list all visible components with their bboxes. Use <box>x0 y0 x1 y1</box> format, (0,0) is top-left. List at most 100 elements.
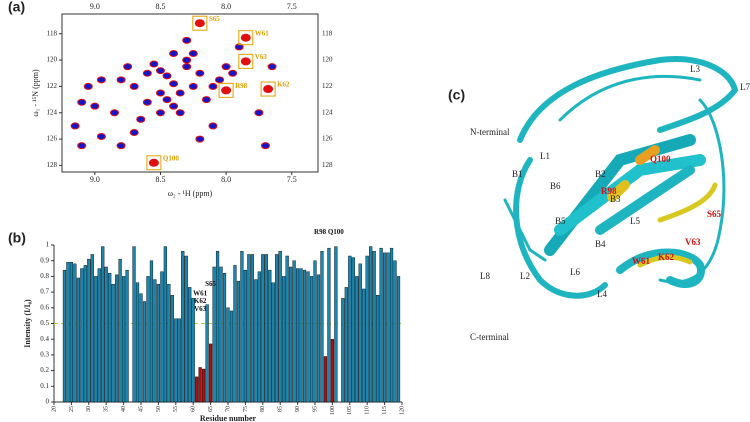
bar <box>226 307 230 403</box>
bar <box>142 301 147 403</box>
annotation: K62 <box>277 81 290 89</box>
structure-label: L3 <box>690 64 700 74</box>
bar <box>282 276 286 403</box>
y-tick-label-right: 128 <box>322 161 333 169</box>
peak <box>195 135 205 143</box>
peak <box>188 82 198 90</box>
bar <box>132 246 136 403</box>
annotation: V63 <box>255 53 268 61</box>
peak <box>169 102 179 110</box>
peak <box>123 63 133 71</box>
peak <box>116 142 126 150</box>
annotation-box <box>238 53 254 69</box>
bar <box>121 276 126 403</box>
x-tick-label: 7.5 <box>287 175 297 184</box>
y-tick-label: 0.7 <box>40 288 49 296</box>
peak <box>221 86 232 95</box>
bar <box>386 252 390 403</box>
annotation-box <box>192 15 208 31</box>
bar <box>108 273 112 403</box>
bar <box>285 255 289 403</box>
bar <box>327 247 331 403</box>
structure-label: Q100 <box>650 154 671 164</box>
x-tick-label: 105 <box>347 406 353 415</box>
x-tick-label: 60 <box>191 406 197 412</box>
structure-label: K62 <box>658 252 675 262</box>
y-tick-label: 0 <box>46 398 50 406</box>
y-tick-label: 120 <box>47 56 58 64</box>
annotation-box <box>146 155 162 171</box>
bar <box>264 254 268 403</box>
bar <box>299 268 303 403</box>
peak <box>169 80 179 88</box>
bar <box>153 279 157 403</box>
annotation: Q100 <box>163 154 179 162</box>
x-tick-label: 40 <box>121 406 127 412</box>
bar <box>195 376 199 403</box>
x-tick-label-top: 9.0 <box>90 2 100 11</box>
bar <box>296 268 300 403</box>
peak <box>129 82 139 90</box>
panel-label: (b) <box>8 230 26 246</box>
annotation-box <box>260 81 276 97</box>
peak <box>148 158 159 167</box>
x-tick-label: 110 <box>365 406 371 415</box>
peak <box>129 129 139 136</box>
bar <box>191 298 195 403</box>
y-tick-label: 124 <box>47 108 58 116</box>
peak <box>155 67 165 75</box>
bar <box>243 269 247 403</box>
bar <box>87 258 91 403</box>
bar <box>219 266 223 403</box>
bar <box>90 254 94 403</box>
y-tick-label: 122 <box>47 82 58 90</box>
bar <box>355 276 359 403</box>
protein-cartoon <box>503 56 739 299</box>
peak <box>149 60 159 68</box>
structure-label: L4 <box>597 289 607 299</box>
y-tick-label: 126 <box>47 135 58 143</box>
bar <box>376 295 380 403</box>
peak <box>182 36 192 44</box>
panel-label: (c) <box>448 87 465 103</box>
annotation: W61 <box>193 289 208 297</box>
y-tick-label: 0.1 <box>40 382 49 390</box>
bar <box>62 269 67 403</box>
y-tick-label-right: 120 <box>322 56 333 64</box>
bar <box>396 276 401 403</box>
bar <box>135 282 140 403</box>
bar <box>139 293 143 403</box>
bar <box>250 254 254 403</box>
x-tick-label-top: 8.5 <box>155 2 165 11</box>
y-tick-label: 118 <box>47 29 58 37</box>
x-tick-label: 8.0 <box>221 175 231 184</box>
peak <box>221 63 231 71</box>
structure-label: W61 <box>632 256 651 266</box>
peak <box>155 109 165 117</box>
x-tick-label-top: 8.0 <box>221 2 231 11</box>
bar <box>306 271 310 403</box>
structure-label: V63 <box>685 237 701 247</box>
bar <box>341 298 345 403</box>
bar <box>383 252 387 403</box>
bar <box>323 356 328 403</box>
peak <box>90 102 100 110</box>
peak <box>267 63 277 71</box>
bar <box>316 274 321 403</box>
peak <box>240 33 251 42</box>
bar <box>198 367 202 403</box>
peak <box>201 96 211 104</box>
bar <box>118 258 122 403</box>
bar <box>83 265 87 403</box>
bar <box>348 255 352 403</box>
y-tick-label: 0.4 <box>40 335 49 343</box>
peak <box>169 50 179 57</box>
peak <box>155 89 165 97</box>
x-tick-label: 20 <box>51 406 57 412</box>
panel-label: (a) <box>8 0 25 15</box>
bar <box>80 268 84 403</box>
peak <box>260 142 270 150</box>
bar <box>69 262 73 403</box>
structure-label: B2 <box>595 169 606 179</box>
structure-label: L6 <box>570 267 580 277</box>
